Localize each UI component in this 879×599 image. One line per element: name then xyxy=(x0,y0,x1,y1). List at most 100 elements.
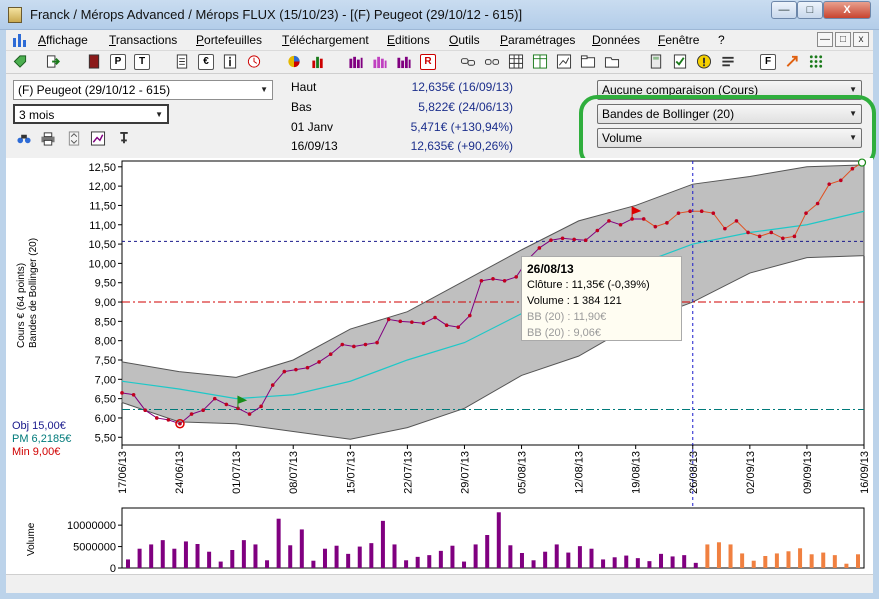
legend-pm: PM 6,2185€ xyxy=(12,433,72,445)
histogram-icon-2[interactable] xyxy=(372,54,388,69)
volume-select[interactable]: Volume ▼ xyxy=(597,128,862,148)
volume-bar xyxy=(357,546,362,568)
menu-telechargement[interactable]: Téléchargement xyxy=(282,33,369,47)
legend-objective: Obj 15,00€ xyxy=(12,420,66,432)
mdi-restore-button[interactable]: □ xyxy=(835,32,851,47)
volume-bar xyxy=(427,555,432,568)
x-tick-label: 01/07/13 xyxy=(231,451,243,494)
stat-label-low: Bas xyxy=(291,100,312,114)
price-point xyxy=(827,182,832,186)
volume-bar xyxy=(798,548,803,568)
link-icon[interactable] xyxy=(460,54,476,69)
menu-transactions[interactable]: Transactions xyxy=(109,33,178,47)
minimize-button[interactable]: — xyxy=(771,1,797,19)
indicator-select[interactable]: Bandes de Bollinger (20) ▼ xyxy=(597,104,862,124)
x-tick-label: 24/06/13 xyxy=(174,451,186,494)
checklist-icon[interactable] xyxy=(672,54,688,69)
y-tick-label: 5,50 xyxy=(95,432,116,444)
volume-bar xyxy=(160,540,165,568)
maximize-button[interactable]: □ xyxy=(797,1,823,19)
chevron-down-icon: ▼ xyxy=(260,85,268,94)
grid-icon[interactable] xyxy=(508,54,524,69)
pin-icon[interactable] xyxy=(116,131,132,146)
volume-bar xyxy=(740,553,745,568)
volume-bar xyxy=(137,548,142,568)
tag-icon[interactable] xyxy=(12,54,28,69)
mdi-close-button[interactable]: x xyxy=(853,32,869,47)
folder-icon[interactable] xyxy=(580,54,596,69)
price-point xyxy=(502,278,507,283)
x-tick-label: 15/07/13 xyxy=(345,451,357,494)
price-point xyxy=(537,246,542,250)
info-icon[interactable] xyxy=(222,54,238,69)
chart-window-icon[interactable] xyxy=(556,54,572,69)
histogram-icon-3[interactable] xyxy=(396,54,412,69)
menu-help[interactable]: ? xyxy=(718,33,725,47)
euro-button[interactable]: € xyxy=(198,54,214,70)
bars-chart-icon[interactable] xyxy=(310,54,326,69)
volume-bar xyxy=(218,561,223,568)
y-axis-label-bollinger: Bandes de Bollinger (20) xyxy=(28,237,39,348)
close-button[interactable]: X xyxy=(823,1,871,19)
histogram-icon-1[interactable] xyxy=(348,54,364,69)
document-icon[interactable] xyxy=(174,54,190,69)
volume-bar xyxy=(288,545,293,568)
volume-bar xyxy=(253,544,258,568)
price-point xyxy=(653,224,658,229)
volume-bar xyxy=(647,561,652,568)
volume-bar xyxy=(346,553,351,568)
fiscal-f-button[interactable]: F xyxy=(760,54,776,70)
app-menu-icon[interactable] xyxy=(12,32,28,48)
x-tick-label: 29/07/13 xyxy=(459,451,471,494)
binoculars-icon[interactable] xyxy=(16,131,32,146)
menu-outils[interactable]: Outils xyxy=(449,33,480,47)
menu-donnees[interactable]: Données xyxy=(592,33,641,47)
chain-icon[interactable] xyxy=(484,54,500,69)
pie-chart-icon[interactable] xyxy=(286,54,302,69)
y-tick-label: 11,00 xyxy=(89,220,116,232)
comparison-select-value: Aucune comparaison (Cours) xyxy=(602,83,759,97)
menu-parametrages[interactable]: Paramétrages xyxy=(500,33,576,47)
app-icon xyxy=(8,7,22,23)
price-point xyxy=(178,421,182,426)
y-tick-label: 10,50 xyxy=(88,239,116,251)
stock-select[interactable]: (F) Peugeot (29/10/12 - 615) ▼ xyxy=(13,80,273,100)
menu-affichage[interactable]: Affichage xyxy=(38,33,88,47)
volume-bar xyxy=(380,520,385,568)
price-point xyxy=(201,408,205,413)
menu-portefeuilles[interactable]: Portefeuilles xyxy=(196,33,263,47)
warning-icon[interactable] xyxy=(696,54,712,69)
printer-icon[interactable] xyxy=(40,131,56,146)
price-point xyxy=(688,209,692,214)
calculator-icon[interactable] xyxy=(648,54,664,69)
price-point xyxy=(468,313,472,318)
price-point xyxy=(757,234,762,239)
volume-bar xyxy=(531,560,536,568)
menu-fenetre[interactable]: Fenêtre xyxy=(658,33,700,47)
price-point xyxy=(421,321,426,326)
transactions-t-button[interactable]: T xyxy=(134,54,150,70)
clock-icon[interactable] xyxy=(246,54,262,69)
folder-open-icon[interactable] xyxy=(604,54,620,69)
line-chart-icon[interactable] xyxy=(90,131,106,146)
notes-icon[interactable] xyxy=(720,54,736,69)
y-tick-label: 9,00 xyxy=(95,297,116,309)
table-icon[interactable] xyxy=(532,54,548,69)
price-point xyxy=(317,360,321,364)
volume-bar xyxy=(670,556,675,568)
menu-editions[interactable]: Editions xyxy=(387,33,430,47)
price-chart[interactable]: 5,50 6,00 6,50 7,00 7,50 8,00 8,50 9,00 9,50 10,0… xyxy=(6,158,873,574)
volume-bar xyxy=(183,541,188,568)
report-r-button[interactable]: R xyxy=(420,54,436,70)
transfer-icon[interactable] xyxy=(784,54,800,69)
portfolio-p-button[interactable]: P xyxy=(110,54,126,70)
price-point xyxy=(294,367,298,372)
volume-bar xyxy=(844,563,849,568)
export-arrow-icon[interactable] xyxy=(46,54,62,69)
spinner-icon[interactable] xyxy=(66,131,82,146)
dots-grid-icon[interactable] xyxy=(808,54,824,69)
mdi-minimize-button[interactable]: — xyxy=(817,32,833,47)
volume-bar xyxy=(612,557,617,568)
period-select[interactable]: 3 mois ▼ xyxy=(13,104,169,124)
book-icon[interactable] xyxy=(86,54,102,69)
